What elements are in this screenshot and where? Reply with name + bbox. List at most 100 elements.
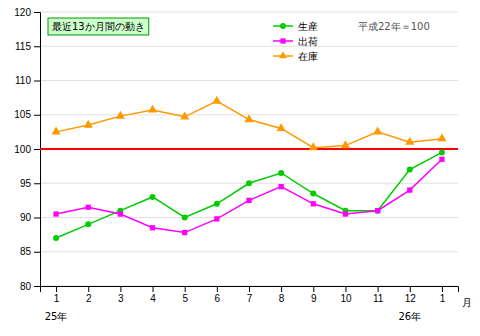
legend-label: 生産 — [298, 21, 318, 32]
title-box-frame — [48, 18, 149, 35]
x-tick-mark — [153, 286, 154, 292]
marker — [118, 211, 123, 216]
x-tick: 8 — [279, 286, 285, 304]
x-tick-label: 1 — [440, 293, 446, 304]
marker — [309, 142, 318, 150]
line — [56, 152, 442, 238]
marker — [52, 127, 61, 135]
x-tick-label: 11 — [373, 293, 384, 304]
y-tick: 110 — [15, 75, 40, 86]
legend: 生産出荷在庫 — [273, 21, 318, 62]
y-tick: 85 — [20, 246, 40, 257]
marker — [277, 123, 286, 131]
marker — [150, 225, 155, 230]
grid-line — [40, 12, 458, 13]
grid-line — [40, 251, 458, 252]
y-tick: 115 — [15, 41, 40, 52]
x-tick-mark — [88, 286, 89, 292]
marker — [407, 167, 413, 173]
x-tick-label: 8 — [279, 293, 285, 304]
line — [56, 101, 442, 148]
marker — [405, 137, 414, 145]
chart: 8085909510010511011512012345678910111212… — [0, 0, 480, 336]
series — [52, 96, 447, 150]
marker — [85, 221, 91, 227]
x-tick: 11 — [373, 286, 384, 304]
x-tick: 6 — [215, 286, 221, 304]
marker — [84, 120, 93, 128]
x-axis: 1234567891011121 — [41, 286, 459, 304]
x-tick-label: 1 — [54, 293, 60, 304]
grid-line — [40, 80, 458, 81]
title-box: 最近13か月間の動き — [48, 18, 149, 35]
series — [53, 149, 445, 241]
y-tick-label: 85 — [20, 246, 32, 257]
x-tick-label: 7 — [247, 293, 253, 304]
y-axis-line — [34, 13, 41, 287]
x-tick-mark — [217, 286, 218, 292]
x-tick-label: 12 — [405, 293, 417, 304]
x-tick-label: 6 — [215, 293, 221, 304]
marker — [148, 105, 157, 113]
marker — [311, 201, 316, 206]
marker — [407, 187, 412, 192]
legend-marker — [280, 38, 285, 43]
y-tick-mark — [34, 46, 40, 47]
x-tick-mark — [185, 286, 186, 292]
legend-label: 出荷 — [298, 36, 318, 47]
x-tick-mark — [56, 286, 57, 292]
marker — [439, 157, 444, 162]
marker — [375, 208, 381, 214]
legend-item: 出荷 — [273, 36, 318, 47]
x-tick: 9 — [311, 286, 317, 304]
y-tick-mark — [34, 286, 40, 287]
x-tick-mark — [378, 286, 379, 292]
y-tick-label: 115 — [15, 41, 31, 52]
x-tick: 7 — [247, 286, 253, 304]
x-tick: 5 — [182, 286, 188, 304]
y-axis: 80859095100105110115120 — [14, 7, 40, 292]
y-tick: 90 — [20, 212, 40, 223]
x-tick-label: 5 — [182, 293, 188, 304]
marker — [278, 170, 284, 176]
x-tick-mark — [442, 286, 443, 292]
x-tick: 2 — [86, 286, 92, 304]
marker — [116, 111, 125, 119]
x-tick: 12 — [405, 286, 417, 304]
x-axis-label: 月 — [462, 297, 472, 308]
x-tick: 10 — [340, 286, 352, 304]
marker — [244, 114, 253, 122]
y-tick-mark — [34, 12, 40, 13]
y-tick-mark — [34, 115, 40, 116]
line — [56, 159, 442, 232]
marker — [180, 112, 189, 120]
marker — [214, 201, 220, 207]
y-tick-mark — [34, 218, 40, 219]
x-tick: 3 — [118, 286, 124, 304]
x-tick-label: 10 — [340, 293, 352, 304]
marker — [214, 216, 219, 221]
y-tick-mark — [34, 149, 40, 150]
marker — [86, 205, 91, 210]
x-tick-label: 3 — [118, 293, 124, 304]
x-tick-mark — [410, 286, 411, 292]
legend-item: 在庫 — [273, 51, 318, 62]
marker — [182, 230, 187, 235]
marker — [246, 198, 251, 203]
marker — [53, 211, 58, 216]
x-tick-mark — [345, 286, 346, 292]
grid-line — [40, 149, 458, 150]
grid-line — [40, 46, 458, 47]
reference-line — [40, 148, 458, 150]
marker — [212, 96, 221, 104]
y-tick: 80 — [20, 281, 40, 292]
y-tick-label: 80 — [20, 281, 32, 292]
y-tick-label: 120 — [14, 7, 31, 18]
y-tick-label: 100 — [14, 144, 31, 155]
y-tick-mark — [34, 252, 40, 253]
x-tick-label: 4 — [150, 293, 156, 304]
marker — [437, 133, 446, 141]
legend-marker — [280, 23, 286, 29]
grid — [40, 12, 458, 286]
x-tick-label: 2 — [86, 293, 92, 304]
